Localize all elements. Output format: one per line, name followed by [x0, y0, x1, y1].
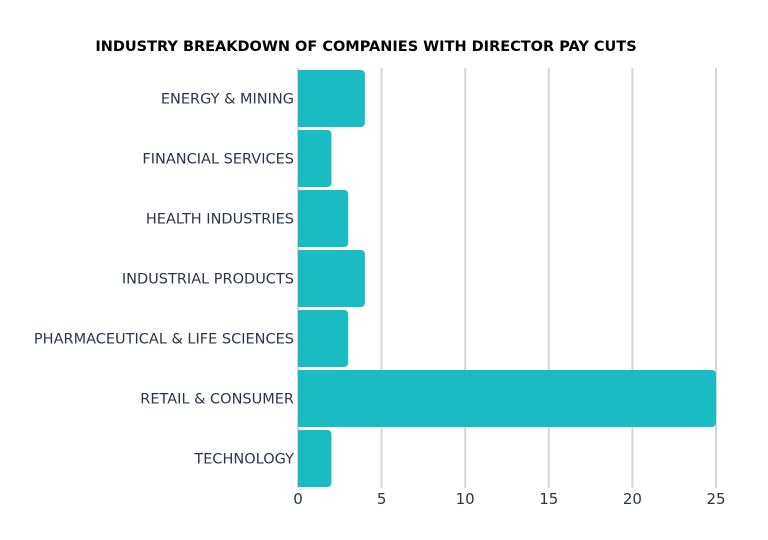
category-label: TECHNOLOGY	[193, 452, 294, 468]
bar	[298, 430, 332, 487]
x-tick-label: 15	[539, 490, 558, 508]
bar	[298, 130, 332, 187]
x-tick-label: 20	[623, 490, 642, 508]
bar	[298, 370, 716, 427]
bars	[298, 70, 716, 487]
category-label: PHARMACEUTICAL & LIFE SCIENCES	[34, 332, 294, 348]
category-label: HEALTH INDUSTRIES	[146, 212, 294, 228]
category-label: ENERGY & MINING	[161, 92, 294, 108]
bar	[298, 70, 365, 127]
category-labels: ENERGY & MINING FINANCIAL SERVICES HEALTH …	[34, 92, 294, 468]
x-tick-label: 0	[293, 490, 303, 508]
x-tick-labels: 0 5 10 15 20 25	[293, 490, 725, 508]
x-tick-label: 25	[706, 490, 725, 508]
bar	[298, 310, 349, 367]
x-tick-label: 5	[377, 490, 387, 508]
category-label: FINANCIAL SERVICES	[142, 152, 294, 168]
bar	[298, 190, 349, 247]
x-tick-label: 10	[456, 490, 475, 508]
bar	[298, 250, 365, 307]
chart-title: INDUSTRY BREAKDOWN OF COMPANIES WITH DIR…	[95, 39, 636, 55]
category-label: RETAIL & CONSUMER	[140, 392, 294, 408]
category-label: INDUSTRIAL PRODUCTS	[122, 272, 294, 288]
